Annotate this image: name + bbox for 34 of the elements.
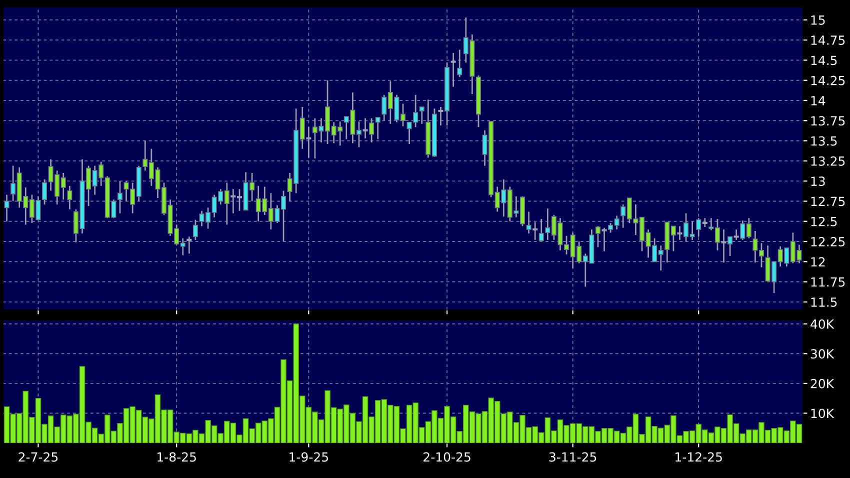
y-tick-label: 12.5 <box>811 216 837 226</box>
x-tick-label: 1-12-25 <box>676 452 722 462</box>
candlestick <box>419 106 424 125</box>
x-tick-label: 1-9-25 <box>290 452 328 462</box>
y-tick-label: 15 <box>811 16 825 25</box>
y-tick-label: 13.75 <box>811 116 845 126</box>
candlestick <box>375 116 380 140</box>
candlestick <box>67 185 72 210</box>
y-tick-label: 30K <box>810 349 834 359</box>
y-tick-label: 14 <box>811 96 826 106</box>
y-tick-label: 40K <box>810 319 834 329</box>
candlestick <box>117 180 122 214</box>
y-tick-label: 11.75 <box>811 277 845 287</box>
x-tick-label: 2-10-25 <box>424 452 470 462</box>
y-tick-label: 14.75 <box>811 36 845 45</box>
y-tick-label: 12 <box>811 257 825 266</box>
y-tick-label: 14.5 <box>811 56 837 66</box>
y-tick-label: 14.25 <box>811 76 845 86</box>
candlestick <box>4 194 10 222</box>
y-tick-label: 12.75 <box>811 196 845 206</box>
y-tick-label: 13.5 <box>811 136 837 146</box>
candlestick <box>192 219 198 241</box>
x-tick-label: 2-7-25 <box>18 452 58 462</box>
y-tick-label: 13 <box>811 176 825 186</box>
x-tick-label: 3-11-25 <box>549 452 596 462</box>
candlestick <box>42 178 48 206</box>
y-tick-label: 10K <box>811 408 834 418</box>
y-tick-label: 11.5 <box>811 298 837 307</box>
candlestick <box>538 218 544 242</box>
y-tick-label: 13.25 <box>811 156 845 166</box>
y-tick-label: 12.25 <box>811 236 845 246</box>
x-tick-label: 1-8-25 <box>158 452 196 462</box>
y-tick-label: 20K <box>810 378 834 388</box>
candlestick <box>457 49 462 78</box>
